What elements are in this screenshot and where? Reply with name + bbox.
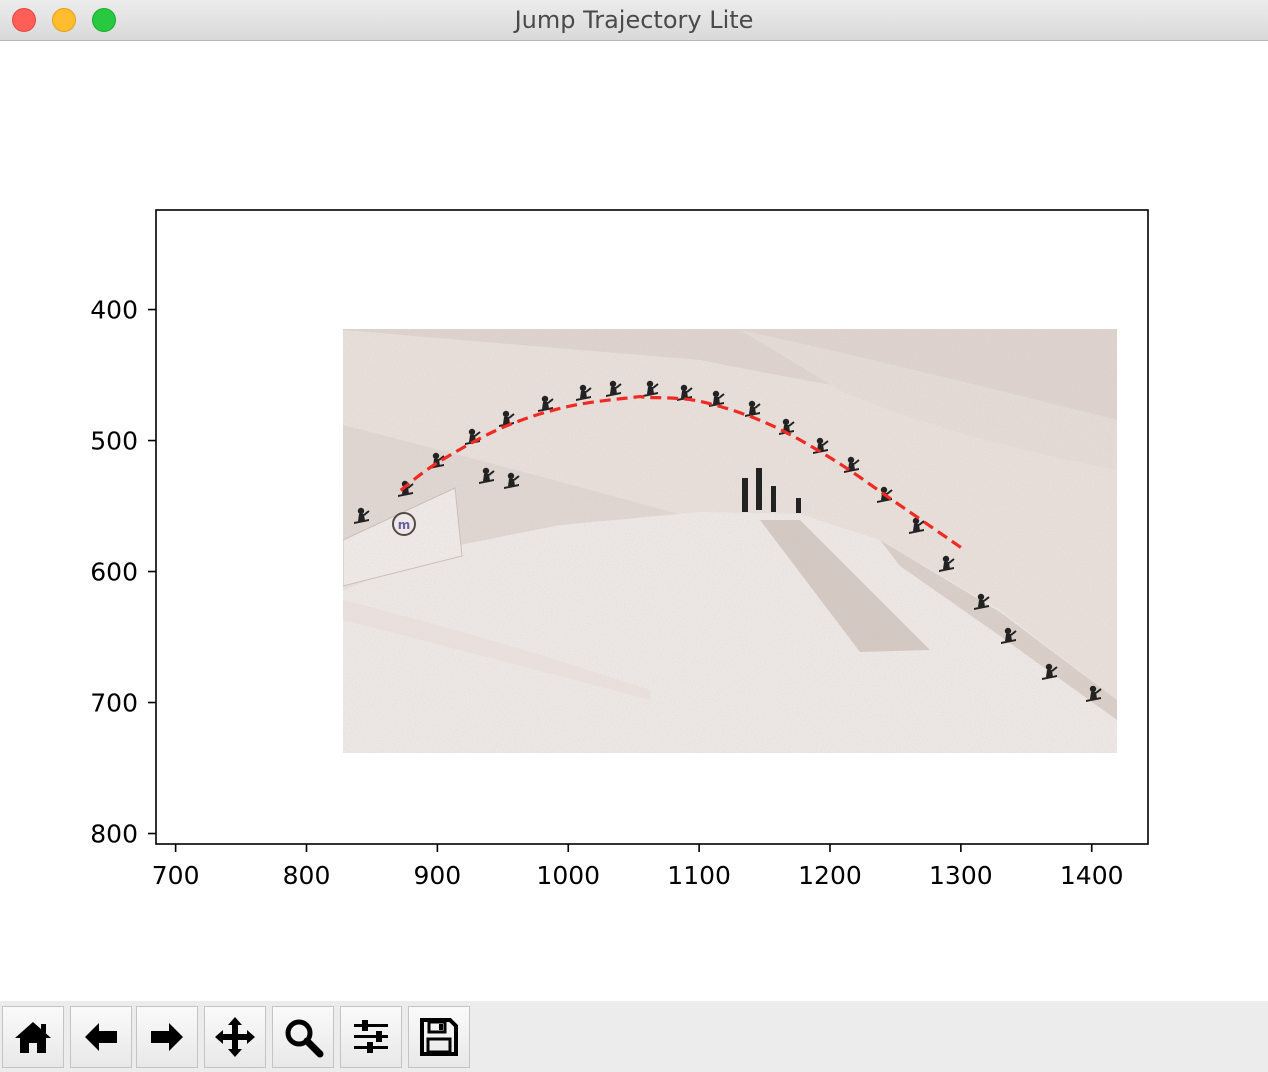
- y-tick-label: 400: [90, 296, 138, 325]
- x-tick-label: 900: [414, 861, 462, 890]
- pan-button[interactable]: [204, 1006, 266, 1068]
- maximize-window-button[interactable]: [92, 8, 116, 32]
- pan-icon: [215, 1017, 255, 1057]
- x-tick-label: 1000: [536, 861, 600, 890]
- window-title: Jump Trajectory Lite: [514, 6, 754, 34]
- series-layer: [399, 394, 965, 551]
- x-tick-label: 1100: [667, 861, 731, 890]
- y-tick-label: 800: [90, 820, 138, 849]
- configure-subplots-button[interactable]: [340, 1006, 402, 1068]
- x-tick-label: 1200: [798, 861, 862, 890]
- y-tick-label: 600: [90, 558, 138, 587]
- forward-button[interactable]: [136, 1006, 198, 1068]
- back-arrow-icon: [85, 1023, 117, 1051]
- x-tick-label: 1400: [1060, 861, 1124, 890]
- x-tick-label: 700: [152, 861, 200, 890]
- zoom-icon: [285, 1019, 324, 1058]
- x-tick-label: 1300: [929, 861, 993, 890]
- axes: 700 800 900 1000 1100 1200 1300 1400 400 500 600 70…: [90, 209, 1149, 890]
- title-bar: Jump Trajectory Lite: [0, 0, 1268, 41]
- y-tick-label: 700: [90, 689, 138, 718]
- minimize-window-button[interactable]: [52, 8, 76, 32]
- home-button[interactable]: [2, 1006, 64, 1068]
- x-tick-label: 800: [283, 861, 331, 890]
- home-icon: [15, 1022, 51, 1053]
- close-window-button[interactable]: [12, 8, 36, 32]
- trajectory-line: [399, 394, 965, 551]
- forward-arrow-icon: [151, 1023, 183, 1051]
- zoom-button[interactable]: [272, 1006, 334, 1068]
- back-button[interactable]: [70, 1006, 132, 1068]
- background-photo: m: [343, 329, 1117, 753]
- save-button[interactable]: [408, 1006, 470, 1068]
- plot-frame: [155, 209, 1149, 845]
- plot-figure[interactable]: m: [0, 41, 1268, 1001]
- y-tick-label: 500: [90, 427, 138, 456]
- sliders-icon: [354, 1020, 388, 1053]
- navigation-toolbar: [0, 1001, 1268, 1072]
- save-icon: [420, 1018, 458, 1056]
